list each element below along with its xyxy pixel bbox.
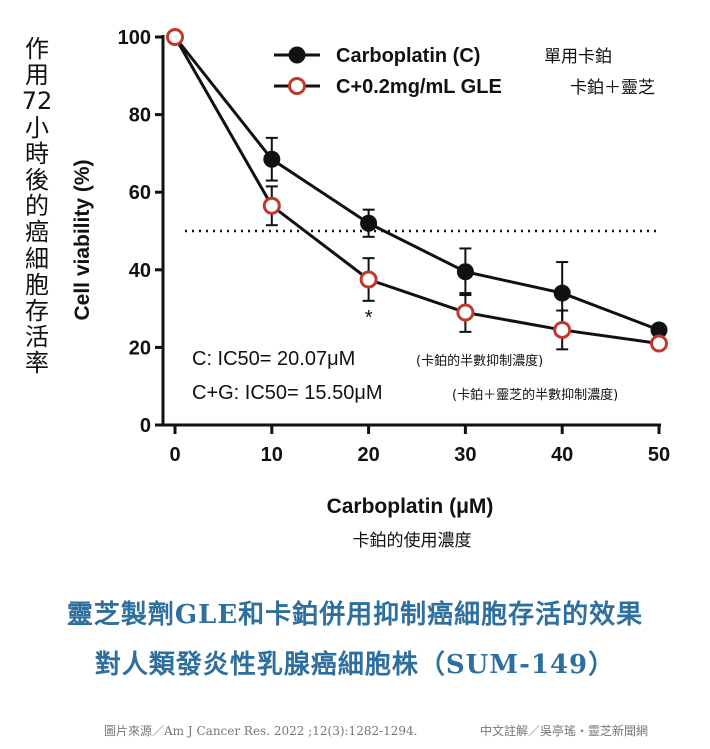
side-label-char: 率 <box>25 349 49 378</box>
series-combination <box>166 28 668 353</box>
data-point <box>360 214 378 232</box>
legend-label-zh: 卡鉑＋靈芝 <box>570 78 655 98</box>
side-label-char: 72 <box>21 87 53 116</box>
y-tick-label: 60 <box>129 182 151 204</box>
side-label-char: 癌 <box>25 218 49 247</box>
ic50-annotation: C: IC50= 20.07μM <box>192 348 355 370</box>
image-source-credit: 圖片來源／Am J Cancer Res. 2022 ;12(3):1282-1… <box>104 724 418 738</box>
x-axis-label-zh: 卡鉑的使用濃度 <box>353 530 472 551</box>
side-label-char: 的 <box>25 192 49 221</box>
x-axis-label: Carboplatin (μM) <box>327 495 494 518</box>
ic50-note: (卡鉑＋靈芝的半數抑制濃度) <box>452 387 618 403</box>
y-tick-label: 20 <box>129 337 151 359</box>
series-line <box>173 36 660 346</box>
data-point <box>166 28 184 46</box>
x-tick-label: 20 <box>357 444 379 466</box>
data-point <box>359 270 378 289</box>
legend-label: C+0.2mg/mL GLE <box>336 76 502 98</box>
x-tick-label: 50 <box>648 444 670 466</box>
side-label-char: 小 <box>25 113 49 142</box>
series-carboplatin <box>166 28 668 339</box>
caption-line-1: 靈芝製劑GLE和卡鉑併用抑制癌細胞存活的效果 <box>66 600 644 630</box>
side-label-char: 作 <box>25 35 49 63</box>
legend-label: Carboplatin (C) <box>336 45 480 67</box>
x-tick-label: 40 <box>551 444 573 466</box>
legend-marker <box>288 46 306 64</box>
x-tick-label: 30 <box>454 444 476 466</box>
data-point <box>650 334 668 353</box>
side-label-char: 時 <box>25 139 49 168</box>
side-label-char: 活 <box>25 323 49 352</box>
ic50-note: (卡鉑的半數抑制濃度) <box>416 353 543 369</box>
y-axis-label: Cell viability (%) <box>71 159 94 320</box>
data-point <box>553 284 571 302</box>
legend-marker <box>288 77 306 95</box>
series-line <box>173 36 660 332</box>
side-label-char: 胞 <box>25 270 49 299</box>
y-tick-label: 0 <box>140 415 151 437</box>
data-point <box>262 196 281 215</box>
data-point <box>263 150 281 168</box>
y-tick-label: 40 <box>129 260 151 282</box>
side-label-char: 存 <box>25 297 49 326</box>
legend-label-zh: 單用卡鉑 <box>544 47 612 67</box>
side-label-char: 用 <box>25 61 49 90</box>
viability-chart: 0 20 40 60 80 100 0 10 20 30 40 50 * Carboplatin (C… <box>71 27 670 551</box>
side-label-char: 後 <box>25 166 49 195</box>
data-point <box>650 321 668 339</box>
significance-asterisk: * <box>365 307 373 329</box>
translator-credit: 中文註解／吳亭瑤・靈芝新聞網 <box>480 724 649 738</box>
data-point <box>456 303 475 322</box>
x-tick-label: 0 <box>169 444 180 466</box>
data-point <box>456 263 474 281</box>
data-point <box>553 320 572 339</box>
side-label: 作 用 72 小 時 後 的 癌 細 胞 存 活 率 <box>20 36 54 377</box>
y-tick-label: 80 <box>129 105 151 127</box>
x-tick-label: 10 <box>261 444 283 466</box>
caption-line-2: 對人類發炎性乳腺癌細胞株（SUM-149） <box>94 650 616 680</box>
ic50-annotation: C+G: IC50= 15.50μM <box>192 382 383 404</box>
side-label-char: 細 <box>25 244 49 273</box>
y-tick-label: 100 <box>118 27 151 49</box>
